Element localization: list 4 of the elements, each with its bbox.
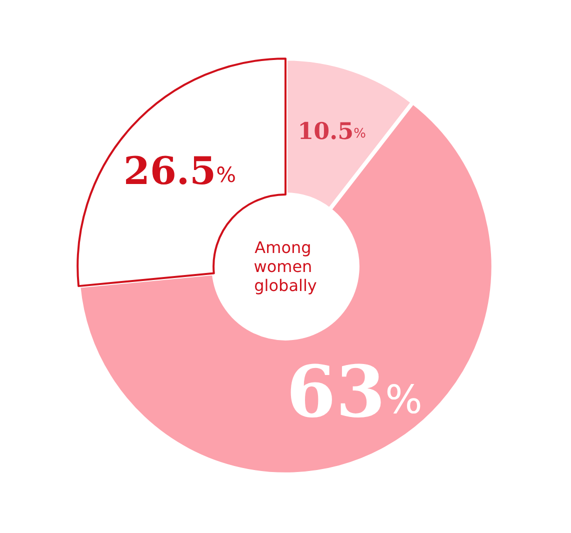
data-label: 26.5% — [124, 148, 236, 193]
text: Among women globally — [254, 238, 318, 295]
data-label: 63% — [286, 350, 422, 434]
data-label: 10.5% — [298, 118, 366, 145]
